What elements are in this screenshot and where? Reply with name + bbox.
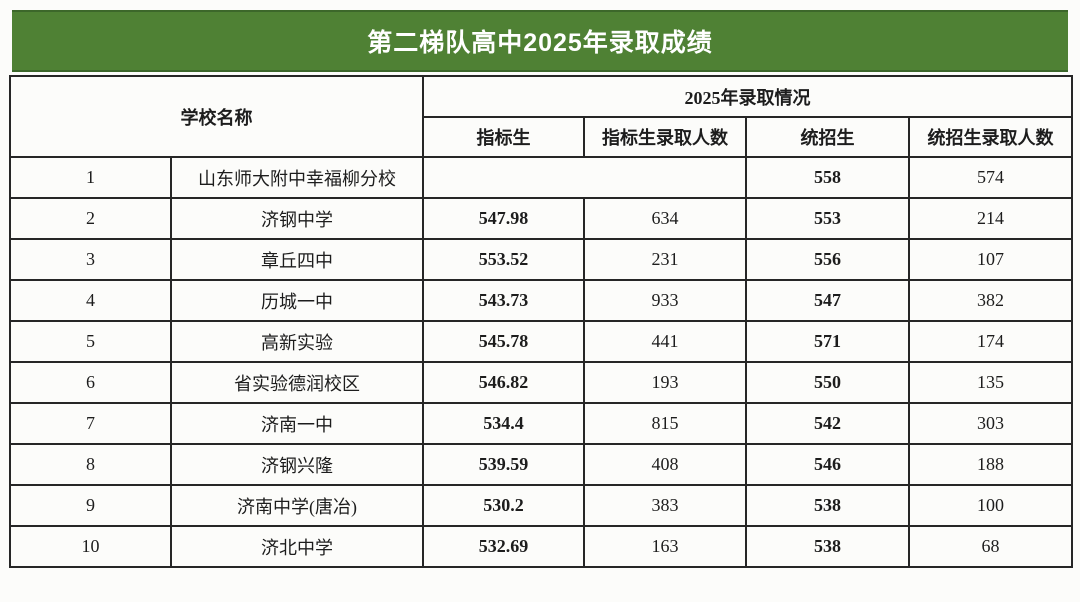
header-sub-row: 指标生 指标生录取人数 统招生 统招生录取人数 — [10, 116, 1073, 158]
school-name: 济钢兴隆 — [170, 443, 424, 486]
quota-score: 546.82 — [422, 361, 585, 404]
unified-score: 571 — [745, 320, 910, 363]
quota-score: 545.78 — [422, 320, 585, 363]
row-number: 8 — [9, 443, 172, 486]
table-row: 10 济北中学 532.69 163 538 68 — [9, 525, 1073, 568]
admission-results-table: 学校名称 2025年录取情况 指标生 指标生录取人数 统招生 统招生录取人数 1… — [9, 75, 1073, 568]
school-name: 山东师大附中幸福柳分校 — [170, 156, 424, 199]
unified-score: 547 — [745, 279, 910, 322]
quota-score: 543.73 — [422, 279, 585, 322]
header-unified-score: 统招生 — [745, 116, 910, 158]
unified-score: 538 — [745, 484, 910, 527]
row-number: 6 — [9, 361, 172, 404]
quota-count: 193 — [583, 361, 747, 404]
page-title: 第二梯队高中2025年录取成绩 — [367, 29, 713, 57]
school-name: 济钢中学 — [170, 197, 424, 240]
row-number: 2 — [9, 197, 172, 240]
quota-score: 530.2 — [422, 484, 585, 527]
school-name: 高新实验 — [170, 320, 424, 363]
quota-count: 815 — [583, 402, 747, 445]
row-number: 7 — [9, 402, 172, 445]
unified-score: 550 — [745, 361, 910, 404]
unified-count: 68 — [908, 525, 1073, 568]
unified-count: 214 — [908, 197, 1073, 240]
unified-score: 556 — [745, 238, 910, 281]
school-name: 历城一中 — [170, 279, 424, 322]
school-name: 济南一中 — [170, 402, 424, 445]
unified-score: 546 — [745, 443, 910, 486]
quota-count: 408 — [583, 443, 747, 486]
header-unified-count: 统招生录取人数 — [908, 116, 1073, 158]
unified-score: 542 — [745, 402, 910, 445]
quota-score: 534.4 — [422, 402, 585, 445]
school-name: 济北中学 — [170, 525, 424, 568]
table-row: 1 山东师大附中幸福柳分校 558 574 — [9, 156, 1073, 199]
table-row: 7 济南一中 534.4 815 542 303 — [9, 402, 1073, 445]
header-admission-group: 2025年录取情况 — [422, 75, 1073, 118]
unified-count: 188 — [908, 443, 1073, 486]
table-row: 8 济钢兴隆 539.59 408 546 188 — [9, 443, 1073, 486]
quota-count: 933 — [583, 279, 747, 322]
header-quota-score: 指标生 — [422, 116, 585, 158]
row-number: 1 — [9, 156, 172, 199]
row-number: 9 — [9, 484, 172, 527]
quota-score: 539.59 — [422, 443, 585, 486]
unified-count: 135 — [908, 361, 1073, 404]
quota-score: 553.52 — [422, 238, 585, 281]
row-number: 4 — [9, 279, 172, 322]
quota-count: 163 — [583, 525, 747, 568]
unified-count: 100 — [908, 484, 1073, 527]
quota-count: 383 — [583, 484, 747, 527]
quota-count: 441 — [583, 320, 747, 363]
unified-count: 574 — [908, 156, 1073, 199]
table-row: 9 济南中学(唐冶) 530.2 383 538 100 — [9, 484, 1073, 527]
quota-score: 547.98 — [422, 197, 585, 240]
unified-count: 107 — [908, 238, 1073, 281]
table-row: 5 高新实验 545.78 441 571 174 — [9, 320, 1073, 363]
unified-score: 553 — [745, 197, 910, 240]
row-number: 5 — [9, 320, 172, 363]
school-name: 章丘四中 — [170, 238, 424, 281]
table-row: 3 章丘四中 553.52 231 556 107 — [9, 238, 1073, 281]
quota-count: 231 — [583, 238, 747, 281]
row-number: 3 — [9, 238, 172, 281]
unified-score: 538 — [745, 525, 910, 568]
unified-count: 382 — [908, 279, 1073, 322]
school-name: 济南中学(唐冶) — [170, 484, 424, 527]
unified-count: 303 — [908, 402, 1073, 445]
table-row: 2 济钢中学 547.98 634 553 214 — [9, 197, 1073, 240]
table-row: 6 省实验德润校区 546.82 193 550 135 — [9, 361, 1073, 404]
header-quota-count: 指标生录取人数 — [583, 116, 747, 158]
title-banner: 第二梯队高中2025年录取成绩 — [12, 10, 1068, 72]
school-name: 省实验德润校区 — [170, 361, 424, 404]
row-number: 10 — [9, 525, 172, 568]
header-group-row: 学校名称 2025年录取情况 — [9, 75, 1073, 158]
unified-count: 174 — [908, 320, 1073, 363]
quota-score-merged-empty — [422, 156, 747, 199]
quota-count: 634 — [583, 197, 747, 240]
quota-score: 532.69 — [422, 525, 585, 568]
table-row: 4 历城一中 543.73 933 547 382 — [9, 279, 1073, 322]
header-school-name: 学校名称 — [9, 75, 424, 158]
unified-score: 558 — [745, 156, 910, 199]
